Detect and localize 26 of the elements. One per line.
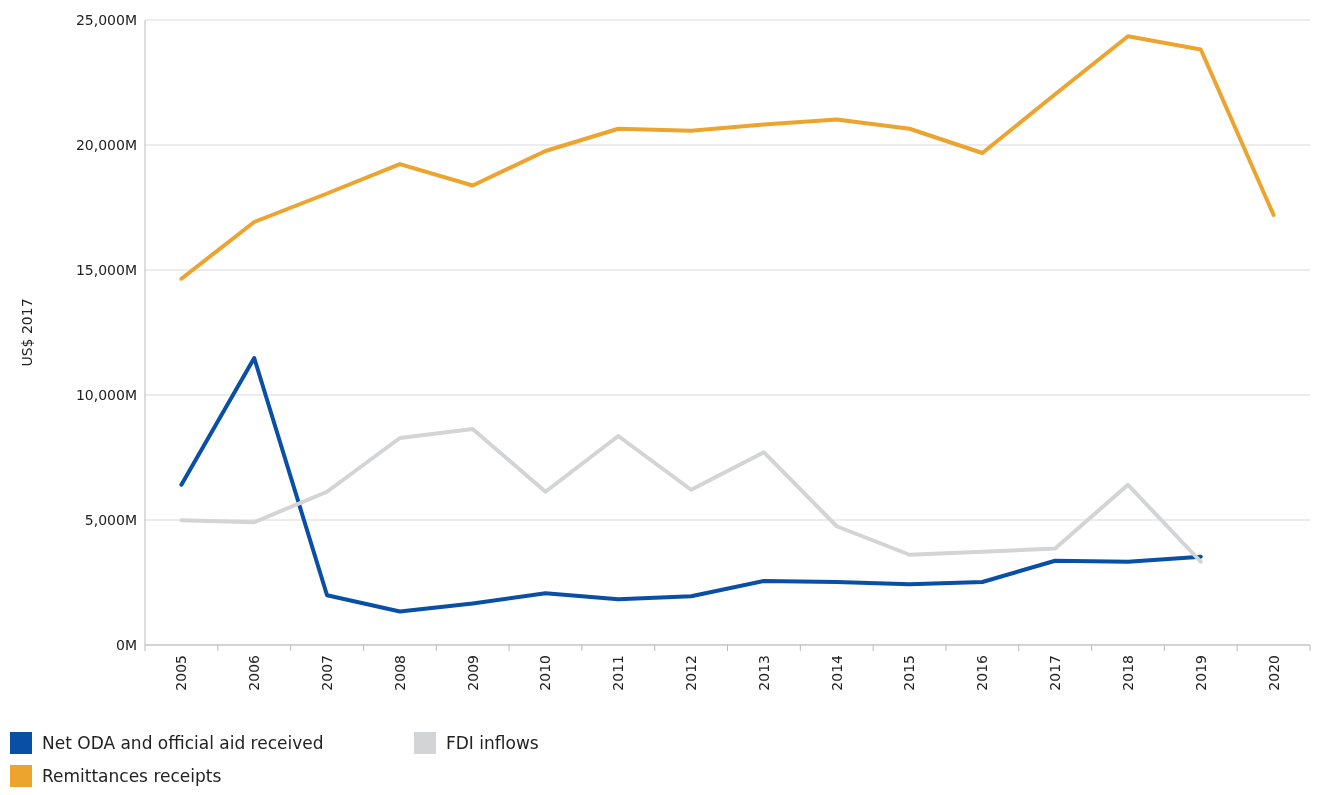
- x-tick-label: 2012: [682, 655, 699, 691]
- x-tick-label: 2007: [318, 655, 335, 691]
- x-tick-label: 2018: [1119, 655, 1136, 691]
- x-tick-label: 2010: [537, 655, 554, 691]
- x-tick-label: 2015: [901, 655, 918, 691]
- y-tick-label: 20,000M: [75, 136, 137, 153]
- y-tick-label: 10,000M: [75, 386, 137, 403]
- y-tick-label: 0M: [116, 636, 137, 653]
- x-tick-label: 2008: [391, 655, 408, 691]
- x-tick-label: 2009: [464, 655, 481, 691]
- x-tick-label: 2011: [610, 655, 627, 691]
- x-tick-label: 2016: [974, 654, 991, 691]
- x-tick-label: 2013: [755, 655, 772, 691]
- legend-label: FDI inflows: [446, 732, 539, 753]
- y-tick-label: 25,000M: [75, 11, 137, 28]
- x-tick-label: 2017: [1047, 655, 1064, 691]
- x-tick-label: 2006: [246, 654, 263, 691]
- x-tick-label: 2005: [173, 655, 190, 691]
- x-tick-label: 2014: [828, 654, 845, 691]
- legend-label: Net ODA and official aid received: [42, 732, 324, 753]
- y-tick-label: 5,000M: [84, 511, 137, 528]
- y-axis-title: US$ 2017: [19, 298, 35, 367]
- legend-label: Remittances receipts: [42, 765, 222, 786]
- x-tick-label: 2019: [1192, 655, 1209, 691]
- x-tick-label: 2020: [1265, 655, 1282, 691]
- y-tick-label: 15,000M: [75, 261, 137, 278]
